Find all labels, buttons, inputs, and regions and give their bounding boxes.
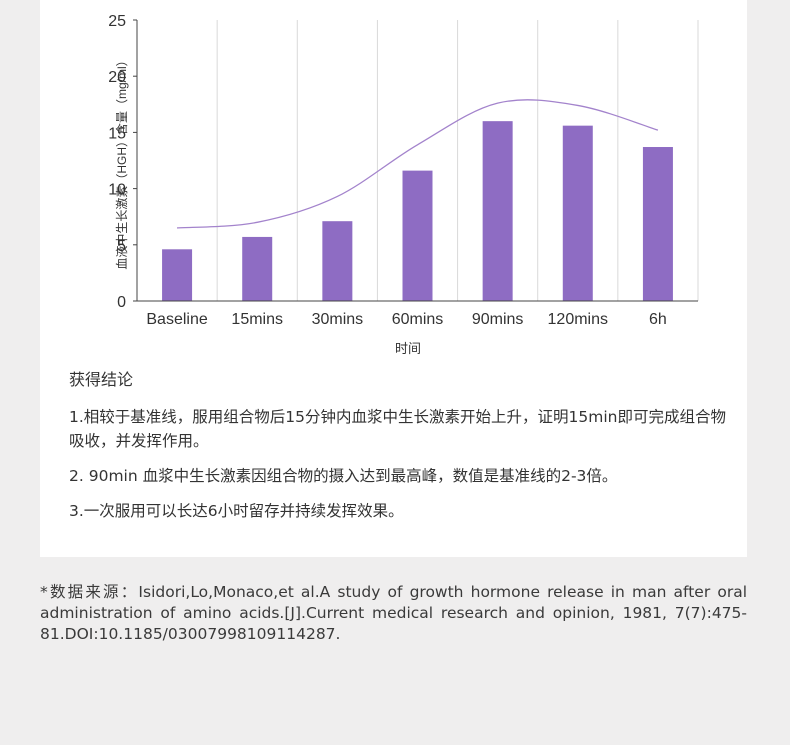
trend-curve-group [177,99,659,229]
conclusions: 获得结论 1.相较于基准线，服用组合物后15分钟内血浆中生长激素开始上升，证明1… [69,368,729,534]
conclusion-item: 1.相较于基准线，服用组合物后15分钟内血浆中生长激素开始上升，证明15min即… [69,408,726,450]
grid [136,20,699,301]
axes [133,19,698,302]
y-tick-label: 0 [117,294,126,311]
y-tick-label: 25 [108,13,126,30]
x-tick-label: 15mins [231,311,283,328]
conclusion-item: 2. 90min 血浆中生长激素因组合物的摄入达到最高峰，数值是基准线的2-3倍… [69,467,618,485]
x-tick-label: 6h [649,311,667,328]
x-axis-label: 时间 [395,341,421,356]
conclusion-item: 3.一次服用可以长达6小时留存并持续发挥效果。 [69,502,404,520]
bars [162,121,673,301]
y-tick-label: 20 [108,69,126,86]
bar [242,236,273,301]
source-note: *数据来源：Isidori,Lo,Monaco,et al.A study of… [40,583,747,643]
hgh-bar-chart: 0 5 10 15 20 25 Baseline 15mins 30mins 60mins 90mi… [108,13,699,356]
x-tick-label: 30mins [312,311,364,328]
x-tick-label: 120mins [548,311,608,328]
y-axis-label: 血液中生长激素（HGH）含量（mg/ml） [114,54,129,269]
labels: 0 5 10 15 20 25 Baseline 15mins 30mins 60mins 90mi… [108,13,667,328]
y-tick-label: 5 [117,238,126,255]
trend-curve [177,99,659,229]
bar [642,147,673,301]
bar [322,221,353,301]
x-tick-label: Baseline [146,311,207,328]
conclusions-title: 获得结论 [69,370,134,389]
bar [482,121,513,301]
y-tick-label: 15 [108,125,126,142]
bar [162,249,193,301]
chart-card: 0 5 10 15 20 25 Baseline 15mins 30mins 60mins 90mi… [40,0,747,557]
x-tick-label: 60mins [392,311,444,328]
x-tick-label: 90mins [472,311,524,328]
bar [402,170,433,301]
bar [562,125,593,301]
y-tick-label: 10 [108,182,126,199]
